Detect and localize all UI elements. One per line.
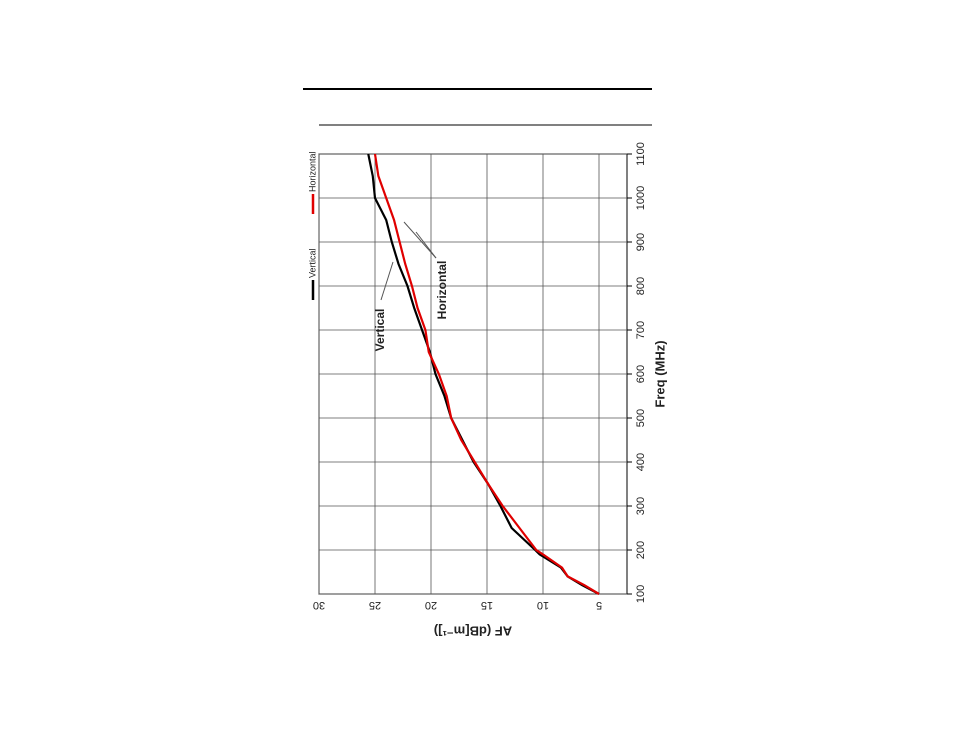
legend-label: Vertical [307,248,317,278]
x-tick-label: 800 [635,277,647,295]
y-tick-label: 20 [425,599,437,611]
series-line [373,153,600,595]
x-tick-label: 200 [635,541,647,559]
x-tick-label: 400 [635,453,647,471]
y-tick-label: 30 [313,599,325,611]
leader-line [415,231,437,259]
y-tick-label: 15 [481,599,493,611]
chart: 100 200 300 400 500 600 700 800 900 1000 1100 5 10 15… [307,142,667,638]
x-tick-label: 700 [635,321,647,339]
x-tick-label: 100 [635,585,647,603]
x-tick-label: 1100 [635,142,647,166]
x-tick-label: 1000 [635,186,647,210]
annotation: Horizontal [435,261,449,320]
x-tick-label: 300 [635,497,647,515]
x-tick-label: 900 [635,233,647,251]
leader-line [403,221,437,259]
y-axis-title: AF (dB[m⁻¹]) [434,624,512,639]
y-tick-label: 10 [537,599,549,611]
leader-line [380,261,394,301]
x-tick-label: 600 [635,365,647,383]
annotation: Vertical [373,309,387,352]
y-tick-label: 5 [596,599,602,611]
x-tick-label: 500 [635,409,647,427]
y-tick-label: 25 [369,599,381,611]
legend-label: Horizontal [307,151,317,192]
x-axis-title: Freq (MHz) [652,340,667,407]
